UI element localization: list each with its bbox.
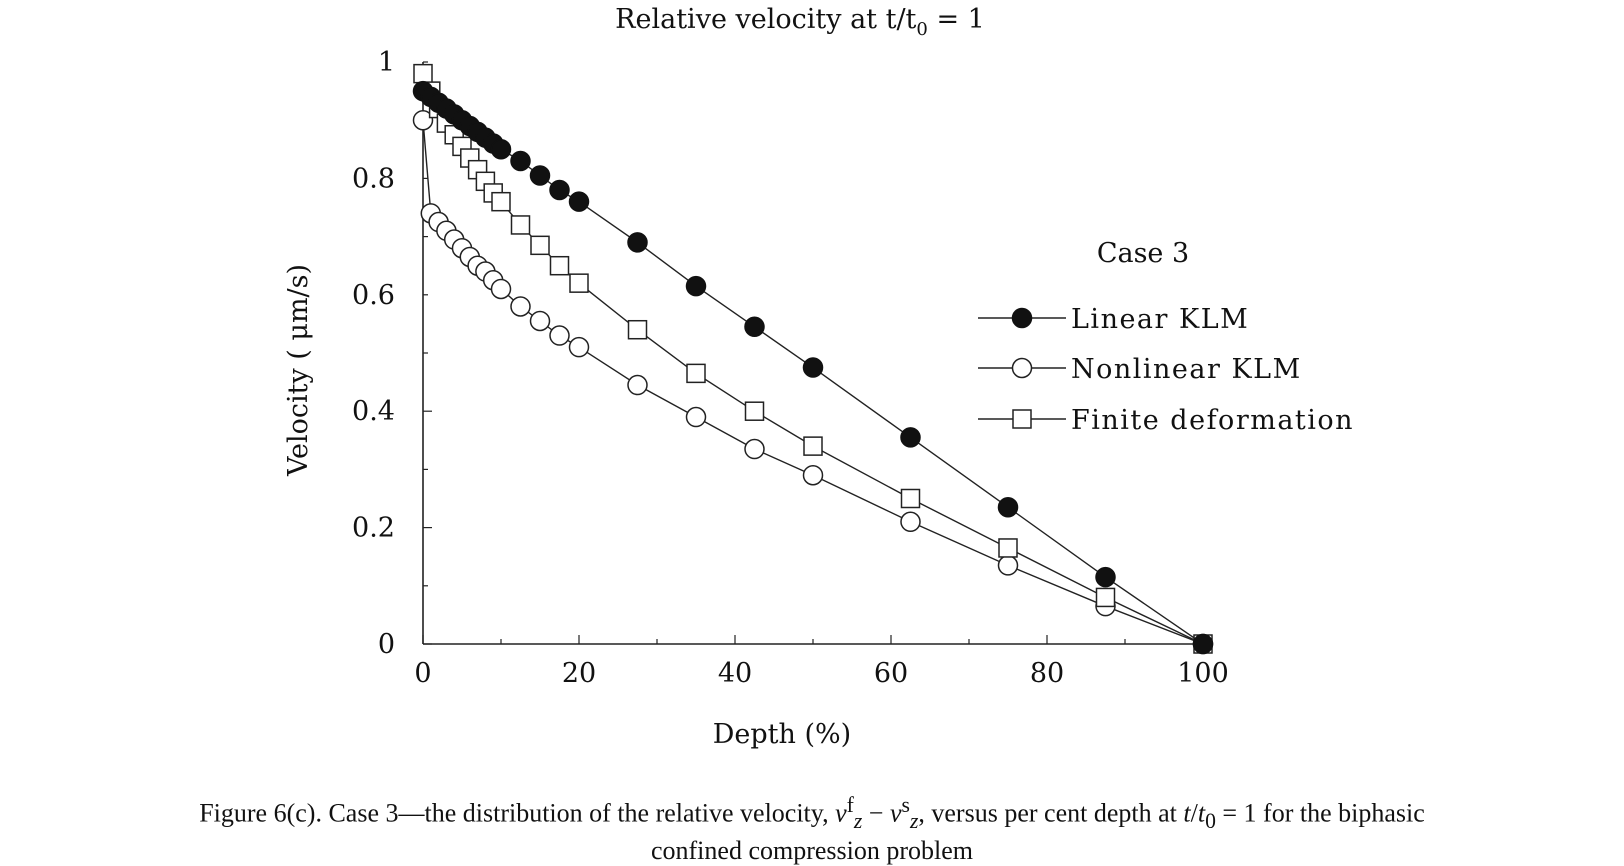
data-point bbox=[568, 191, 590, 212]
data-point bbox=[802, 464, 824, 486]
relative-velocity-chart: Relative velocity at t/t0 = 1 0 20 40 60 80 1… bbox=[283, 4, 1354, 750]
data-point bbox=[510, 150, 531, 172]
series-finite-deformation bbox=[413, 63, 1213, 654]
data-point bbox=[1095, 587, 1116, 608]
y-tick-label: 1 bbox=[378, 47, 395, 78]
data-point bbox=[900, 511, 921, 533]
data-point bbox=[529, 310, 551, 332]
data-point bbox=[744, 401, 765, 421]
data-point bbox=[998, 538, 1018, 558]
data-point bbox=[900, 488, 921, 509]
data-point bbox=[569, 273, 589, 293]
data-point bbox=[1192, 633, 1214, 655]
data-point bbox=[491, 191, 511, 212]
series-nonlinear-klm bbox=[412, 109, 1214, 655]
legend-label: Linear KLM bbox=[1071, 304, 1249, 335]
legend-label: Finite deformation bbox=[1071, 405, 1354, 436]
y-tick-label: 0.8 bbox=[352, 163, 395, 194]
caption-line-1: Figure 6(c). Case 3—the distribution of … bbox=[199, 793, 1425, 833]
series-layer bbox=[412, 63, 1214, 655]
x-tick-label: 80 bbox=[1030, 658, 1064, 689]
caption-line-2: confined compression problem bbox=[650, 835, 974, 865]
legend-label: Nonlinear KLM bbox=[1071, 354, 1302, 385]
y-axis-ticks: 0 0.2 0.4 0.6 0.8 1 bbox=[352, 47, 432, 660]
x-tick-label: 40 bbox=[718, 658, 752, 689]
data-point bbox=[627, 319, 648, 340]
y-tick-label: 0.2 bbox=[352, 513, 395, 544]
data-point bbox=[744, 316, 765, 338]
figure-caption: Figure 6(c). Case 3—the distribution of … bbox=[0, 790, 1624, 866]
legend-entry: Nonlinear KLM bbox=[978, 354, 1302, 385]
data-point bbox=[490, 139, 512, 160]
data-point bbox=[900, 427, 921, 448]
axes bbox=[422, 62, 1203, 645]
data-point bbox=[412, 109, 434, 131]
data-point bbox=[490, 278, 512, 300]
x-axis-label: Depth (%) bbox=[713, 719, 851, 750]
chart-title: Relative velocity at t/t0 = 1 bbox=[615, 4, 985, 40]
x-tick-label: 60 bbox=[874, 658, 908, 689]
data-point bbox=[1011, 357, 1033, 379]
data-point bbox=[685, 406, 707, 428]
x-tick-label: 20 bbox=[562, 658, 596, 689]
x-tick-label: 0 bbox=[414, 658, 431, 689]
y-tick-label: 0.4 bbox=[352, 396, 395, 427]
data-point bbox=[686, 363, 706, 384]
data-point bbox=[413, 63, 433, 84]
legend-entry: Linear KLM bbox=[978, 304, 1249, 335]
data-point bbox=[549, 179, 570, 201]
data-point bbox=[997, 496, 1019, 518]
data-point bbox=[549, 255, 570, 276]
data-point bbox=[803, 436, 823, 456]
y-axis-label: Velocity ( μm/s) bbox=[283, 264, 314, 477]
legend-title: Case 3 bbox=[1097, 238, 1189, 269]
series-linear-klm bbox=[412, 80, 1214, 655]
data-point bbox=[627, 232, 648, 253]
data-point bbox=[549, 325, 570, 346]
x-tick-label: 100 bbox=[1177, 658, 1229, 689]
data-point bbox=[744, 438, 765, 460]
data-point bbox=[685, 275, 707, 297]
legend: Case 3 Linear KLM Nonlinear KLM Finite def… bbox=[978, 238, 1354, 436]
data-point bbox=[510, 296, 531, 317]
data-point bbox=[1011, 307, 1033, 329]
data-point bbox=[510, 215, 531, 235]
y-tick-label: 0.6 bbox=[352, 280, 395, 311]
data-point bbox=[1012, 409, 1032, 429]
legend-entry: Finite deformation bbox=[978, 405, 1354, 436]
data-point bbox=[627, 374, 648, 396]
data-point bbox=[530, 235, 550, 256]
data-point bbox=[802, 357, 824, 378]
x-axis-ticks: 0 20 40 60 80 100 bbox=[414, 635, 1229, 689]
data-point bbox=[997, 555, 1019, 576]
data-point bbox=[529, 165, 551, 186]
data-point bbox=[1095, 566, 1116, 588]
data-point bbox=[568, 336, 590, 358]
y-tick-label: 0 bbox=[378, 629, 395, 660]
